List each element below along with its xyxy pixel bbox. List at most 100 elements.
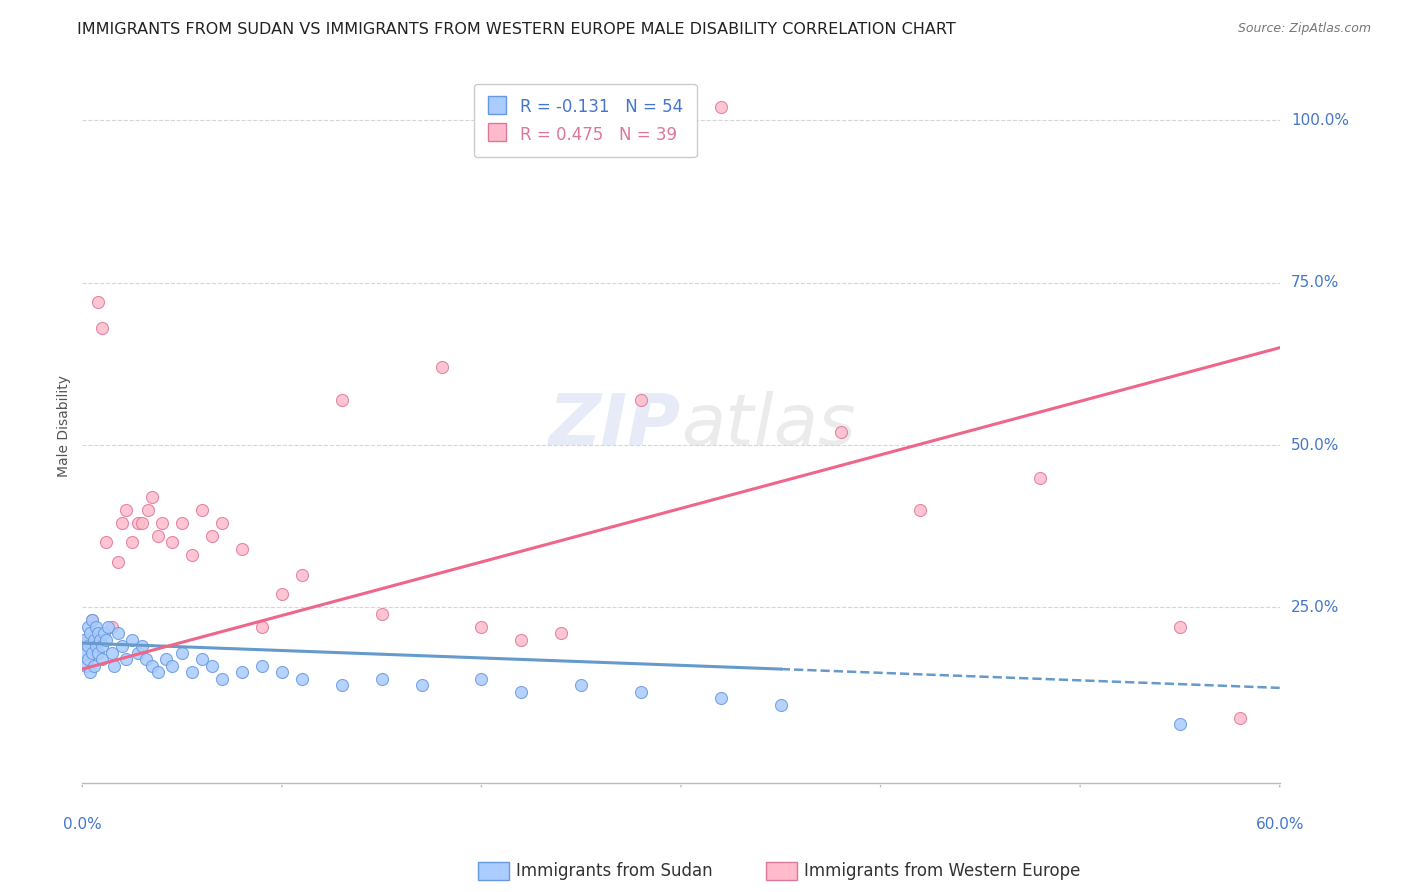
Text: 60.0%: 60.0% <box>1256 817 1303 832</box>
Point <box>231 541 253 556</box>
Point <box>430 360 453 375</box>
Point <box>121 632 143 647</box>
Point <box>79 665 101 680</box>
Point <box>136 503 159 517</box>
Y-axis label: Male Disability: Male Disability <box>58 375 72 476</box>
Text: 0.0%: 0.0% <box>63 817 101 832</box>
Point <box>181 549 204 563</box>
Point <box>291 568 314 582</box>
Point <box>910 503 932 517</box>
Point <box>146 529 169 543</box>
Text: Source: ZipAtlas.com: Source: ZipAtlas.com <box>1237 22 1371 36</box>
Point <box>191 503 214 517</box>
Point <box>370 607 392 621</box>
Point <box>87 295 110 310</box>
Point <box>630 685 652 699</box>
Point <box>710 691 733 706</box>
Point <box>83 658 105 673</box>
Point <box>115 503 138 517</box>
Point <box>231 665 253 680</box>
Point <box>91 640 114 654</box>
Point <box>93 626 115 640</box>
Point <box>569 678 592 692</box>
Point <box>141 490 163 504</box>
Point <box>75 646 97 660</box>
Point <box>330 392 353 407</box>
Point <box>510 632 533 647</box>
Text: 50.0%: 50.0% <box>1291 438 1339 452</box>
Point <box>160 658 183 673</box>
Point <box>91 652 114 666</box>
Point <box>91 321 114 335</box>
Point <box>121 535 143 549</box>
Point <box>96 632 118 647</box>
Point <box>101 646 124 660</box>
Text: IMMIGRANTS FROM SUDAN VS IMMIGRANTS FROM WESTERN EUROPE MALE DISABILITY CORRELAT: IMMIGRANTS FROM SUDAN VS IMMIGRANTS FROM… <box>77 22 956 37</box>
Point <box>270 587 292 601</box>
Point <box>141 658 163 673</box>
Point <box>89 632 111 647</box>
Point <box>127 516 149 530</box>
Point <box>82 613 104 627</box>
Point <box>97 620 120 634</box>
Point <box>470 620 492 634</box>
Point <box>101 620 124 634</box>
Point <box>79 626 101 640</box>
Point <box>107 555 129 569</box>
Point <box>1029 470 1052 484</box>
Text: 100.0%: 100.0% <box>1291 113 1348 128</box>
Point <box>82 613 104 627</box>
Text: atlas: atlas <box>681 391 856 460</box>
Point <box>270 665 292 680</box>
Point <box>150 516 173 530</box>
Point <box>115 652 138 666</box>
Point <box>250 620 273 634</box>
Legend: R = -0.131   N = 54, R = 0.475   N = 39: R = -0.131 N = 54, R = 0.475 N = 39 <box>474 84 697 158</box>
Point <box>131 640 153 654</box>
Point <box>550 626 572 640</box>
Point <box>75 658 97 673</box>
Point <box>103 658 125 673</box>
Point <box>291 672 314 686</box>
Point <box>710 100 733 114</box>
Point <box>155 652 177 666</box>
Point <box>411 678 433 692</box>
Point <box>87 646 110 660</box>
Point <box>77 632 100 647</box>
Point <box>201 529 224 543</box>
Point <box>201 658 224 673</box>
Point <box>82 646 104 660</box>
Text: ZIP: ZIP <box>548 391 681 460</box>
Point <box>160 535 183 549</box>
Point <box>77 652 100 666</box>
Point <box>1229 711 1251 725</box>
Point <box>127 646 149 660</box>
Point <box>111 516 134 530</box>
Text: 25.0%: 25.0% <box>1291 600 1339 615</box>
Point <box>77 640 100 654</box>
Point <box>111 640 134 654</box>
Point <box>1168 620 1191 634</box>
Point <box>250 658 273 673</box>
Point <box>96 535 118 549</box>
Point <box>211 516 233 530</box>
Point <box>84 640 107 654</box>
Point <box>135 652 157 666</box>
Text: 75.0%: 75.0% <box>1291 276 1339 290</box>
Point <box>84 620 107 634</box>
Point <box>830 425 852 439</box>
Point <box>83 632 105 647</box>
Point <box>630 392 652 407</box>
Point <box>77 620 100 634</box>
Point <box>1168 717 1191 731</box>
Point <box>107 626 129 640</box>
Point <box>146 665 169 680</box>
Point <box>170 646 193 660</box>
Point <box>191 652 214 666</box>
Point <box>211 672 233 686</box>
Point <box>510 685 533 699</box>
Point <box>181 665 204 680</box>
Text: Immigrants from Western Europe: Immigrants from Western Europe <box>804 862 1081 880</box>
Point <box>370 672 392 686</box>
Text: Immigrants from Sudan: Immigrants from Sudan <box>516 862 713 880</box>
